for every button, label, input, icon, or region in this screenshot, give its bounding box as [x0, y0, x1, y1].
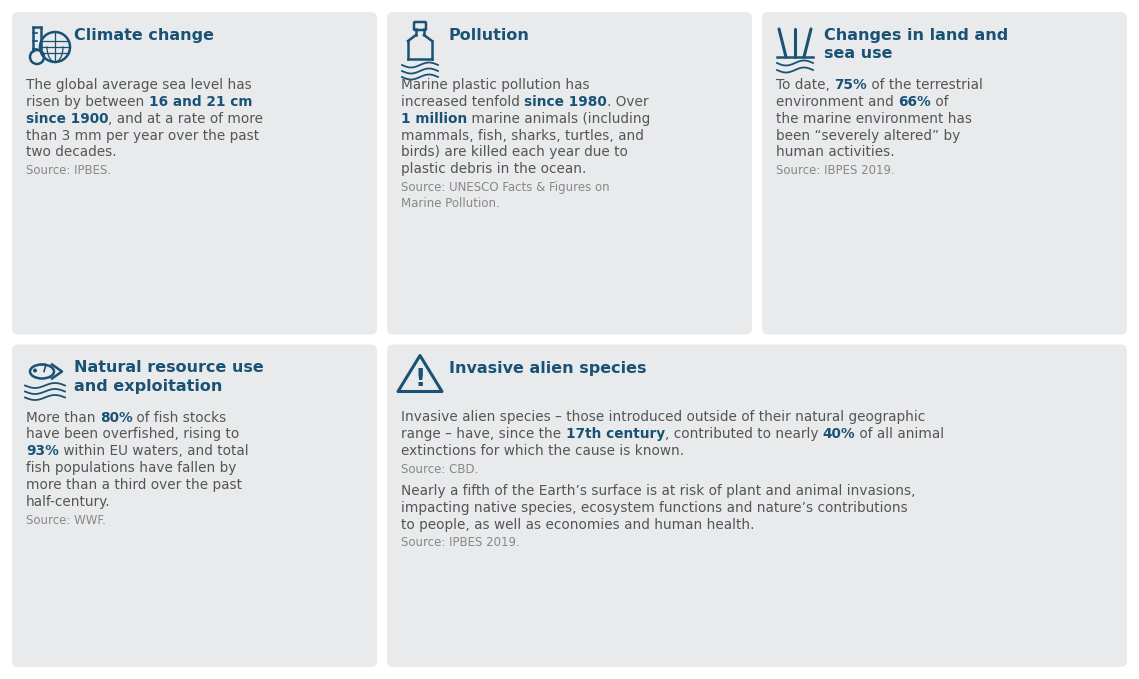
Text: Pollution: Pollution [449, 28, 530, 43]
Text: 93%: 93% [26, 444, 59, 458]
Text: than 3 mm per year over the past: than 3 mm per year over the past [26, 128, 260, 143]
Text: 16 and 21 cm: 16 and 21 cm [148, 95, 252, 109]
Text: more than a third over the past: more than a third over the past [26, 478, 241, 492]
Text: human activities.: human activities. [776, 145, 894, 160]
Text: The global average sea level has: The global average sea level has [26, 78, 252, 92]
FancyBboxPatch shape [387, 344, 1126, 667]
Text: 80%: 80% [100, 411, 132, 424]
Text: Source: CBD.: Source: CBD. [401, 463, 478, 476]
Text: range – have, since the: range – have, since the [401, 427, 565, 441]
Text: Invasive alien species – those introduced outside of their natural geographic: Invasive alien species – those introduce… [401, 411, 925, 424]
Text: plastic debris in the ocean.: plastic debris in the ocean. [401, 162, 587, 177]
Text: Marine plastic pollution has: Marine plastic pollution has [401, 78, 590, 92]
Text: environment and: environment and [776, 95, 899, 109]
Text: been “severely altered” by: been “severely altered” by [776, 128, 960, 143]
Text: have been overfished, rising to: have been overfished, rising to [26, 427, 239, 441]
Text: of all animal: of all animal [855, 427, 944, 441]
Text: Source: UNESCO Facts & Figures on
Marine Pollution.: Source: UNESCO Facts & Figures on Marine… [401, 181, 609, 210]
Text: half-century.: half-century. [26, 495, 110, 509]
Text: birds) are killed each year due to: birds) are killed each year due to [401, 145, 628, 160]
Text: Source: IBPES 2019.: Source: IBPES 2019. [776, 164, 895, 177]
Text: Changes in land and
sea use: Changes in land and sea use [823, 28, 1008, 61]
Text: risen by between: risen by between [26, 95, 148, 109]
Text: 40%: 40% [822, 427, 855, 441]
Text: Source: IPBES.: Source: IPBES. [26, 164, 112, 177]
Text: of fish stocks: of fish stocks [132, 411, 227, 424]
FancyBboxPatch shape [762, 12, 1126, 335]
Text: two decades.: two decades. [26, 145, 116, 160]
Text: 66%: 66% [899, 95, 931, 109]
Text: !: ! [415, 367, 426, 392]
Text: Nearly a fifth of the Earth’s surface is at risk of plant and animal invasions,: Nearly a fifth of the Earth’s surface is… [401, 484, 916, 498]
Text: fish populations have fallen by: fish populations have fallen by [26, 461, 237, 475]
Text: Climate change: Climate change [74, 28, 214, 43]
Text: mammals, fish, sharks, turtles, and: mammals, fish, sharks, turtles, and [401, 128, 644, 143]
Text: impacting native species, ecosystem functions and nature’s contributions: impacting native species, ecosystem func… [401, 500, 908, 515]
Text: Invasive alien species: Invasive alien species [449, 361, 647, 375]
Text: , contributed to nearly: , contributed to nearly [665, 427, 822, 441]
Text: More than: More than [26, 411, 100, 424]
Text: to people, as well as economies and human health.: to people, as well as economies and huma… [401, 517, 754, 532]
Text: Natural resource use
and exploitation: Natural resource use and exploitation [74, 361, 264, 394]
FancyBboxPatch shape [387, 12, 752, 335]
Text: of: of [931, 95, 949, 109]
Text: , and at a rate of more: , and at a rate of more [108, 112, 263, 126]
Text: of the terrestrial: of the terrestrial [867, 78, 983, 92]
FancyBboxPatch shape [13, 344, 377, 667]
FancyBboxPatch shape [13, 12, 377, 335]
Text: extinctions for which the cause is known.: extinctions for which the cause is known… [401, 444, 685, 458]
Text: within EU waters, and total: within EU waters, and total [59, 444, 248, 458]
Text: To date,: To date, [776, 78, 834, 92]
Text: increased tenfold: increased tenfold [401, 95, 524, 109]
Text: Source: IPBES 2019.: Source: IPBES 2019. [401, 536, 519, 549]
Text: 75%: 75% [834, 78, 867, 92]
Text: the marine environment has: the marine environment has [776, 112, 972, 126]
Text: since 1900: since 1900 [26, 112, 108, 126]
Text: since 1980: since 1980 [524, 95, 607, 109]
Text: . Over: . Over [607, 95, 648, 109]
Text: marine animals (including: marine animals (including [467, 112, 650, 126]
Text: Source: WWF.: Source: WWF. [26, 513, 106, 527]
Circle shape [33, 369, 36, 373]
Text: 17th century: 17th century [565, 427, 665, 441]
Text: 1 million: 1 million [401, 112, 467, 126]
